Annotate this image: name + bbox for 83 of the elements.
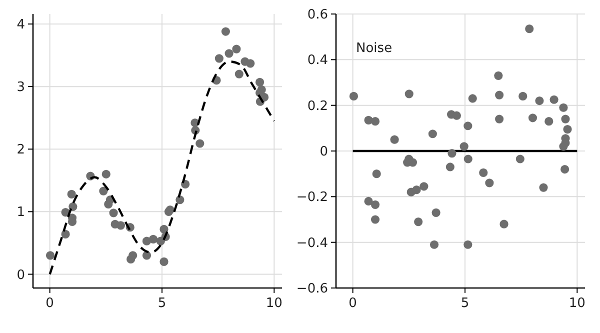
point <box>563 125 572 134</box>
point <box>561 114 570 124</box>
point <box>404 90 414 98</box>
point <box>104 200 113 208</box>
y-tick-label: 2 <box>16 142 25 158</box>
point <box>370 215 380 224</box>
point <box>518 92 528 100</box>
point <box>214 54 224 63</box>
point <box>420 182 428 191</box>
point <box>109 208 118 218</box>
point <box>68 202 78 211</box>
point <box>255 78 264 86</box>
point <box>559 142 568 151</box>
point <box>495 114 504 124</box>
annotation: Noise <box>356 41 392 56</box>
y-tick-label: 0.2 <box>307 98 328 114</box>
point <box>414 217 423 226</box>
point <box>221 27 230 36</box>
point <box>116 221 126 230</box>
point <box>142 251 152 260</box>
point <box>448 148 456 158</box>
point <box>460 142 468 151</box>
point <box>495 90 504 100</box>
y-tick-label: 0.6 <box>307 8 328 23</box>
point <box>61 230 70 238</box>
point <box>67 190 76 198</box>
point <box>160 224 168 234</box>
x-tick-label: 0 <box>348 296 357 311</box>
point <box>500 220 508 228</box>
point <box>128 251 138 260</box>
point <box>196 139 204 148</box>
point <box>446 162 454 172</box>
y-tick-label: −0.4 <box>296 236 328 251</box>
point <box>485 178 494 188</box>
point <box>464 240 472 249</box>
point <box>468 94 477 103</box>
point <box>516 154 524 164</box>
x-tick-label: 5 <box>158 296 166 311</box>
point <box>46 251 55 260</box>
point <box>544 117 554 126</box>
point <box>160 257 168 266</box>
y-tick-label: 0 <box>16 268 25 283</box>
point <box>232 44 241 54</box>
point <box>528 114 538 122</box>
y-tick-label: 3 <box>16 80 25 96</box>
y-tick-label: 0.4 <box>307 53 328 68</box>
y-tick-label: −0.6 <box>296 282 328 297</box>
y-tick-label: −0.2 <box>296 190 328 206</box>
point <box>224 49 234 58</box>
point <box>246 59 255 68</box>
point <box>539 183 548 192</box>
x-tick-label: 10 <box>266 296 282 311</box>
y-tick-label: 0 <box>320 144 328 160</box>
point <box>428 130 437 138</box>
point <box>370 200 380 209</box>
point <box>525 24 534 34</box>
point <box>430 240 439 249</box>
point <box>176 195 184 204</box>
point <box>550 95 558 104</box>
point <box>464 122 472 130</box>
point <box>412 186 421 194</box>
point <box>364 196 373 206</box>
point <box>452 111 461 120</box>
point <box>479 168 488 177</box>
point <box>560 164 570 174</box>
y-tick-label: 1 <box>16 205 25 220</box>
point <box>494 71 503 80</box>
point <box>390 135 399 144</box>
point <box>432 208 440 217</box>
point <box>99 186 108 196</box>
point <box>148 234 158 244</box>
y-tick-label: 4 <box>16 18 25 33</box>
x-tick-label: 10 <box>568 296 586 311</box>
x-tick-label: 0 <box>46 296 54 311</box>
point <box>349 92 358 100</box>
point <box>535 96 544 106</box>
point <box>464 154 472 164</box>
point <box>234 70 244 78</box>
point <box>559 103 568 112</box>
point <box>370 117 380 126</box>
x-tick-label: 5 <box>460 296 470 311</box>
point <box>372 170 381 178</box>
point <box>102 170 110 178</box>
